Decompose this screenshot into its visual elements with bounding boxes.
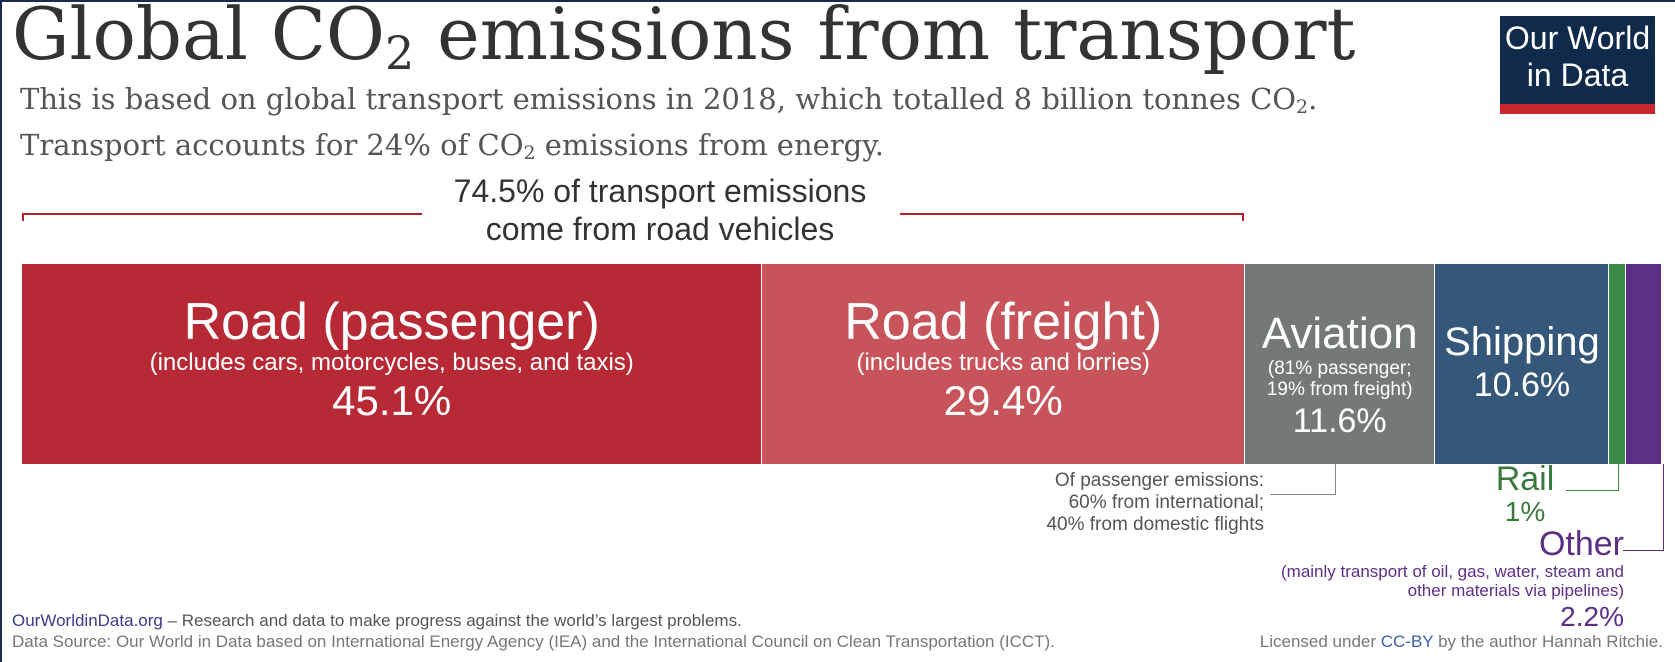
subtitle-line-2: Transport accounts for 24% of CO2 emissi… bbox=[20, 126, 1317, 172]
footer-site-link[interactable]: OurWorldinData.org bbox=[12, 611, 163, 630]
bar-segment-shipping: Shipping 10.6% bbox=[1435, 264, 1610, 464]
segment-name: Road (passenger) bbox=[183, 293, 600, 351]
logo-red-bar bbox=[1500, 104, 1655, 114]
rail-value: 1% bbox=[1504, 496, 1546, 527]
subtitle-line-2-end: emissions from energy. bbox=[535, 128, 884, 162]
segment-name: Road (freight) bbox=[844, 293, 1163, 351]
segment-value: 10.6% bbox=[1473, 366, 1571, 404]
other-label: Other (mainly transport of oil, gas, wat… bbox=[1150, 526, 1624, 634]
rail-name: Rail bbox=[1495, 460, 1555, 498]
bar-segment-road-passenger: Road (passenger) (includes cars, motorcyc… bbox=[22, 264, 763, 464]
rail-connector bbox=[1566, 464, 1619, 491]
footer-license-author: by the author Hannah Ritchie. bbox=[1433, 632, 1663, 651]
segment-value: 11.6% bbox=[1292, 402, 1387, 440]
subtitle-line-1-end: . bbox=[1308, 82, 1318, 116]
other-connector bbox=[1623, 464, 1664, 551]
road-bracket-right bbox=[900, 213, 1244, 221]
footer-license-text: Licensed under bbox=[1259, 632, 1381, 651]
subtitle-line-1: This is based on global transport emissi… bbox=[20, 80, 1317, 126]
road-share-annotation: 74.5% of transport emissions come from r… bbox=[453, 173, 867, 247]
chart-title: Global CO2 emissions from transport bbox=[12, 0, 1355, 80]
aviation-passenger-note: Of passenger emissions: 60% from interna… bbox=[1046, 470, 1264, 535]
bar-segment-other bbox=[1625, 264, 1662, 464]
title-subscript: 2 bbox=[384, 26, 415, 80]
segment-description: (includes cars, motorcycles, buses, and … bbox=[149, 349, 634, 376]
other-value: 2.2% bbox=[1560, 601, 1624, 632]
footer-license-link[interactable]: CC-BY bbox=[1380, 632, 1434, 651]
subtitle-line-2-subscript: 2 bbox=[523, 142, 536, 164]
subtitle-line-1-subscript: 2 bbox=[1296, 96, 1309, 118]
segment-name: Aviation bbox=[1261, 309, 1418, 358]
frame-top-border bbox=[0, 0, 1675, 2]
segment-name: Shipping bbox=[1444, 320, 1600, 364]
frame-left-border bbox=[0, 0, 2, 662]
chart-subtitle: This is based on global transport emissi… bbox=[20, 80, 1317, 172]
title-rest: emissions from transport bbox=[414, 0, 1356, 76]
aviation-note-connector bbox=[1270, 464, 1336, 495]
logo-text: Our World in Data bbox=[1504, 20, 1651, 93]
footer-data-source: Data Source: Our World in Data based on … bbox=[12, 632, 1055, 651]
footer-license: Licensed under CC-BY by the author Hanna… bbox=[1260, 632, 1663, 652]
bar-segment-aviation: Aviation (81% passenger; 19% from freight… bbox=[1245, 264, 1436, 464]
segment-value: 29.4% bbox=[943, 377, 1063, 424]
road-bracket-left bbox=[22, 213, 422, 221]
segment-description: (includes trucks and lorries) bbox=[856, 349, 1150, 376]
subtitle-line-1-text: This is based on global transport emissi… bbox=[20, 82, 1297, 116]
other-description: (mainly transport of oil, gas, water, st… bbox=[1281, 562, 1624, 600]
rail-label: Rail 1% bbox=[1490, 462, 1560, 528]
bar-segment-rail bbox=[1609, 264, 1626, 464]
footer-tagline: – Research and data to make progress aga… bbox=[162, 611, 742, 630]
footer-site-line: OurWorldinData.org – Research and data t… bbox=[12, 611, 742, 631]
other-name: Other bbox=[1538, 525, 1624, 563]
owid-logo[interactable]: Our World in Data bbox=[1500, 16, 1655, 114]
subtitle-line-2-text: Transport accounts for 24% of CO bbox=[20, 128, 524, 162]
segment-description: (81% passenger; 19% from freight) bbox=[1266, 358, 1413, 400]
bar-segment-road-freight: Road (freight) (includes trucks and lorri… bbox=[762, 264, 1246, 464]
segment-value: 45.1% bbox=[332, 377, 452, 424]
title-main: Global CO bbox=[12, 0, 385, 76]
